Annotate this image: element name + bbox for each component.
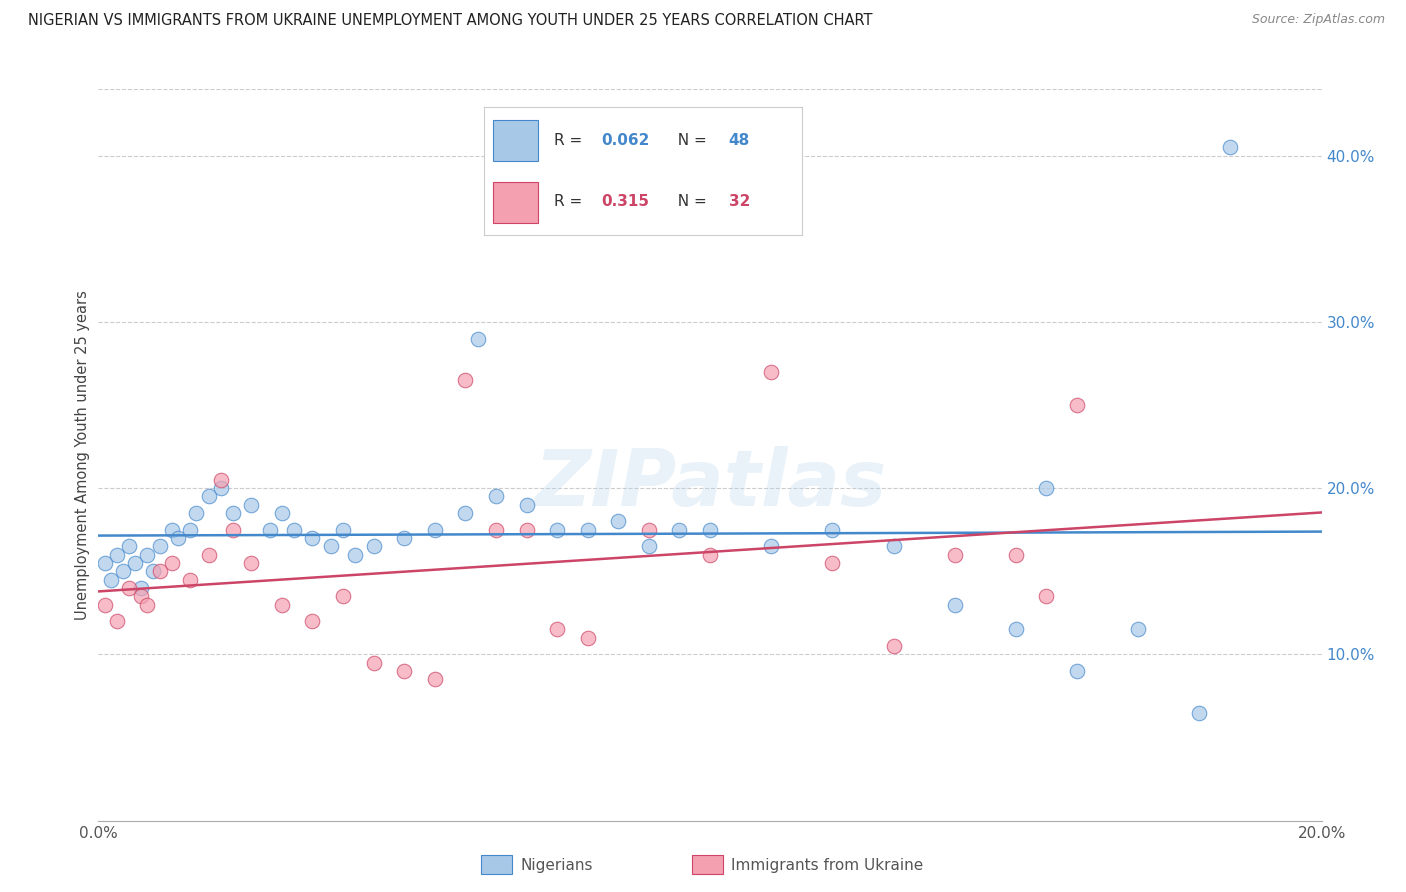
Point <box>1066 398 1088 412</box>
Point <box>136 598 159 612</box>
Point <box>197 548 219 562</box>
Point <box>111 564 134 578</box>
Point <box>332 523 354 537</box>
Text: Source: ZipAtlas.com: Source: ZipAtlas.com <box>1251 13 1385 27</box>
Point <box>454 373 477 387</box>
Point <box>392 664 416 678</box>
Point <box>392 531 416 545</box>
Point <box>883 539 905 553</box>
Point <box>124 556 146 570</box>
Point <box>129 589 152 603</box>
Point <box>105 548 128 562</box>
Point <box>576 523 599 537</box>
Point <box>607 515 630 529</box>
Point <box>699 548 721 562</box>
Point <box>1066 664 1088 678</box>
Text: NIGERIAN VS IMMIGRANTS FROM UKRAINE UNEMPLOYMENT AMONG YOUTH UNDER 25 YEARS CORR: NIGERIAN VS IMMIGRANTS FROM UKRAINE UNEM… <box>28 13 873 29</box>
Point <box>1219 140 1241 154</box>
Point <box>149 539 172 553</box>
Point <box>637 523 661 537</box>
Point <box>485 523 508 537</box>
Point <box>637 539 661 553</box>
Point <box>222 523 245 537</box>
Point <box>270 598 292 612</box>
Point <box>301 531 323 545</box>
Point <box>93 598 115 612</box>
Point <box>167 531 190 545</box>
Point <box>423 523 446 537</box>
Text: ZIPatlas: ZIPatlas <box>534 446 886 522</box>
Y-axis label: Unemployment Among Youth under 25 years: Unemployment Among Youth under 25 years <box>75 290 90 620</box>
Point <box>363 656 385 670</box>
Point <box>283 523 305 537</box>
Point <box>821 556 844 570</box>
Point <box>759 539 782 553</box>
Point <box>100 573 122 587</box>
Point <box>240 498 263 512</box>
Point <box>883 639 905 653</box>
Point <box>197 490 219 504</box>
Point <box>467 332 489 346</box>
Point <box>821 523 844 537</box>
Point <box>485 490 508 504</box>
Point <box>259 523 281 537</box>
Point <box>1004 623 1026 637</box>
Point <box>105 614 128 628</box>
Point <box>270 506 292 520</box>
Point <box>546 623 568 637</box>
Point <box>319 539 342 553</box>
Point <box>943 598 966 612</box>
Point <box>546 523 568 537</box>
Point <box>516 498 538 512</box>
Point <box>179 573 201 587</box>
Point <box>179 523 201 537</box>
Point <box>759 365 782 379</box>
Point <box>160 523 183 537</box>
Point <box>363 539 385 553</box>
Point <box>699 523 721 537</box>
Point <box>136 548 159 562</box>
Point <box>332 589 354 603</box>
Point <box>301 614 323 628</box>
Point <box>118 539 141 553</box>
Point <box>1035 481 1057 495</box>
Point <box>1188 706 1211 720</box>
Point <box>209 481 232 495</box>
Point <box>1128 623 1150 637</box>
Point <box>423 673 446 687</box>
Point <box>209 473 232 487</box>
Point <box>943 548 966 562</box>
Point <box>1004 548 1026 562</box>
Text: Immigrants from Ukraine: Immigrants from Ukraine <box>731 858 924 872</box>
Text: Nigerians: Nigerians <box>520 858 593 872</box>
Point <box>454 506 477 520</box>
Point <box>1035 589 1057 603</box>
Point <box>668 523 690 537</box>
Point <box>516 523 538 537</box>
Point <box>149 564 172 578</box>
Point <box>142 564 165 578</box>
Point <box>160 556 183 570</box>
Point <box>118 581 141 595</box>
Point <box>222 506 245 520</box>
Point <box>576 631 599 645</box>
Point <box>93 556 115 570</box>
Point <box>186 506 208 520</box>
Point <box>240 556 263 570</box>
Point <box>344 548 367 562</box>
Point <box>129 581 152 595</box>
